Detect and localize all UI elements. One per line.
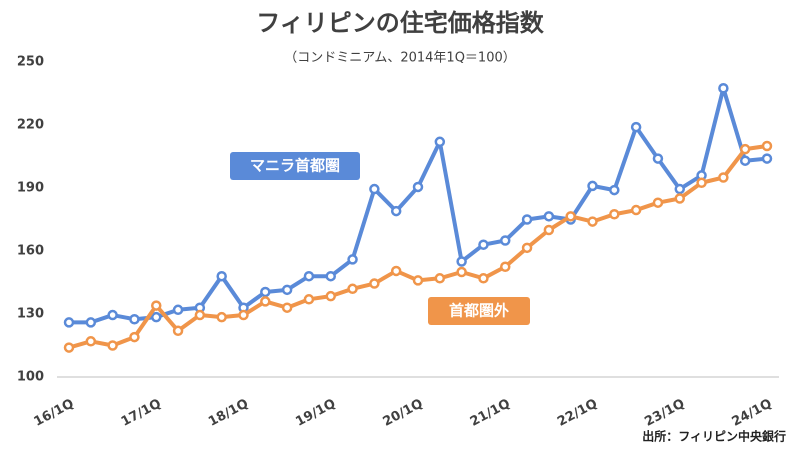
data-point — [412, 275, 424, 286]
series-label: マニラ首都圏 — [250, 157, 340, 175]
data-point — [369, 183, 380, 195]
x-tick-label: 24/1Q — [730, 396, 775, 429]
data-point — [85, 336, 97, 347]
x-tick-label: 16/1Q — [32, 396, 77, 429]
data-point — [761, 140, 773, 152]
data-point — [630, 204, 642, 216]
y-tick-label: 190 — [17, 181, 44, 196]
data-point — [739, 143, 751, 155]
x-tick-label: 17/1Q — [119, 396, 164, 429]
data-point — [500, 261, 511, 272]
chart-title: フィリピンの住宅価格指数 — [256, 9, 545, 37]
data-point — [609, 184, 620, 196]
data-point — [107, 309, 118, 321]
series-label-box — [230, 152, 360, 180]
y-tick-label: 250 — [17, 55, 44, 70]
data-point — [325, 270, 336, 282]
data-point — [456, 266, 467, 278]
y-tick-label: 220 — [17, 118, 44, 133]
data-point — [303, 270, 315, 282]
data-point — [260, 296, 271, 307]
data-point — [194, 309, 206, 321]
data-point — [652, 153, 664, 164]
source-note: 出所：フィリピン中央銀行 — [642, 429, 786, 444]
data-point — [521, 242, 533, 254]
y-tick-label: 160 — [17, 244, 44, 259]
data-point — [456, 256, 467, 267]
data-point — [260, 286, 271, 298]
data-point — [63, 317, 75, 328]
data-point — [85, 317, 97, 328]
data-point — [587, 216, 598, 227]
data-point — [761, 153, 773, 164]
data-point — [216, 311, 227, 323]
data-point — [674, 193, 685, 204]
series-line — [68, 144, 768, 350]
data-point — [151, 311, 162, 323]
data-point — [325, 290, 336, 302]
data-point — [172, 304, 184, 316]
y-tick-label: 100 — [17, 370, 44, 385]
data-point — [238, 309, 249, 321]
data-point — [478, 239, 489, 250]
data-point — [718, 83, 729, 94]
data-point — [652, 197, 664, 208]
data-point — [587, 180, 598, 192]
data-point — [303, 294, 315, 305]
x-tick-label: 22/1Q — [555, 396, 600, 429]
data-point — [151, 300, 162, 311]
x-tick-label: 23/1Q — [642, 396, 687, 429]
y-tick-label: 130 — [17, 307, 44, 322]
data-point — [543, 211, 555, 222]
series-label-box — [428, 297, 530, 325]
data-point — [630, 121, 642, 133]
data-point — [609, 209, 620, 220]
data-point — [216, 270, 227, 282]
data-point — [718, 172, 729, 183]
data-point — [412, 181, 424, 193]
x-tick-label: 20/1Q — [381, 396, 426, 429]
data-point — [434, 273, 446, 284]
data-point — [129, 314, 140, 325]
data-point — [696, 177, 707, 188]
data-point — [281, 284, 293, 296]
series-label: 首都圏外 — [449, 302, 509, 320]
x-tick-label: 18/1Q — [206, 396, 251, 429]
chart-subtitle: （コンドミニアム、2014年1Q＝100） — [284, 51, 516, 66]
data-point — [521, 214, 533, 225]
x-tick-label: 21/1Q — [468, 396, 513, 429]
data-point — [434, 136, 446, 148]
x-tick-label: 19/1Q — [293, 396, 338, 429]
data-point — [674, 183, 685, 195]
data-point — [347, 283, 358, 295]
data-point — [739, 155, 751, 166]
data-point — [63, 342, 75, 353]
data-point — [281, 302, 293, 313]
data-point — [390, 265, 402, 277]
data-point — [129, 331, 140, 343]
data-point — [172, 325, 184, 337]
data-point — [369, 278, 380, 289]
data-point — [347, 254, 358, 265]
data-point — [543, 224, 555, 236]
data-point — [478, 273, 489, 284]
data-point — [390, 205, 402, 217]
data-point — [107, 340, 118, 351]
data-point — [565, 211, 576, 222]
data-point — [500, 235, 511, 246]
